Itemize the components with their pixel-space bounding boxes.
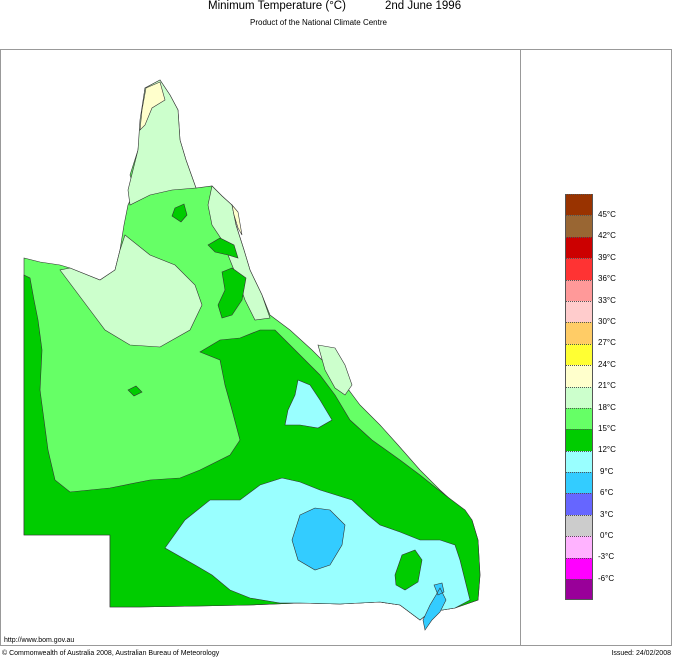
- region-18-21-east: [317, 344, 353, 396]
- legend-band: [565, 536, 593, 558]
- legend-label: 36°C: [598, 274, 616, 283]
- legend-label: 27°C: [598, 338, 616, 347]
- legend-label: 18°C: [598, 403, 616, 412]
- region-18-21-gulf: [59, 234, 203, 348]
- legend-label: 30°C: [598, 317, 616, 326]
- legend-band: [565, 557, 593, 580]
- legend-band: [565, 472, 593, 494]
- legend-band: [565, 194, 593, 216]
- region-9-12-central: [284, 379, 333, 429]
- legend-band: [565, 429, 593, 451]
- copyright-notice: © Commonwealth of Australia 2008, Austra…: [2, 650, 220, 657]
- title-date: 2nd June 1996: [385, 0, 462, 12]
- legend-label: 12°C: [598, 445, 616, 454]
- legend-band: [565, 322, 593, 344]
- issued-date: Issued: 24/02/2008: [611, 650, 671, 657]
- legend-band: [565, 493, 593, 515]
- region-6-9-central: [291, 507, 346, 571]
- legend-label: -6°C: [598, 574, 615, 583]
- legend-band: [565, 386, 593, 408]
- region-12-15-southeast: [394, 549, 423, 591]
- legend-band: [565, 579, 593, 601]
- legend-band: [565, 236, 593, 259]
- map-title: Minimum Temperature (°C) 2nd June 1996: [208, 0, 461, 12]
- source-url: http://www.bom.gov.au: [4, 637, 75, 644]
- region-12-15-blob3: [217, 267, 247, 319]
- region-6-9-southeast: [422, 582, 447, 631]
- region-12-15-blob2: [207, 237, 239, 259]
- temperature-map: [23, 79, 481, 631]
- legend-label: 9°C: [600, 467, 614, 476]
- legend-band: [565, 258, 593, 280]
- legend-label: 3°C: [600, 510, 614, 519]
- legend-label: 45°C: [598, 210, 616, 219]
- legend-band: [565, 343, 593, 366]
- title-text: Minimum Temperature (°C): [208, 0, 346, 12]
- legend-label: 39°C: [598, 253, 616, 262]
- legend-band: [565, 300, 593, 323]
- legend-band: [565, 514, 593, 537]
- legend-band: [565, 450, 593, 473]
- region-21-24-coast: [231, 203, 243, 236]
- legend-separator: [520, 49, 521, 646]
- legend-label: 24°C: [598, 360, 616, 369]
- legend-band: [565, 407, 593, 430]
- map-subtitle: Product of the National Climate Centre: [250, 18, 387, 27]
- legend-label: 15°C: [598, 424, 616, 433]
- map-frame: [0, 49, 672, 646]
- legend-band: [565, 279, 593, 301]
- legend-label: 33°C: [598, 296, 616, 305]
- region-12-15-blob1: [171, 203, 188, 223]
- legend-band: [565, 215, 593, 237]
- legend-label: 0°C: [600, 531, 614, 540]
- legend-label: 42°C: [598, 231, 616, 240]
- legend-band: [565, 365, 593, 387]
- region-12-15-blob4: [127, 385, 143, 397]
- legend-label: 21°C: [598, 381, 616, 390]
- region-21-24-tip: [139, 81, 166, 131]
- color-legend: [565, 194, 593, 601]
- legend-label: -3°C: [598, 552, 615, 561]
- legend-label: 6°C: [600, 488, 614, 497]
